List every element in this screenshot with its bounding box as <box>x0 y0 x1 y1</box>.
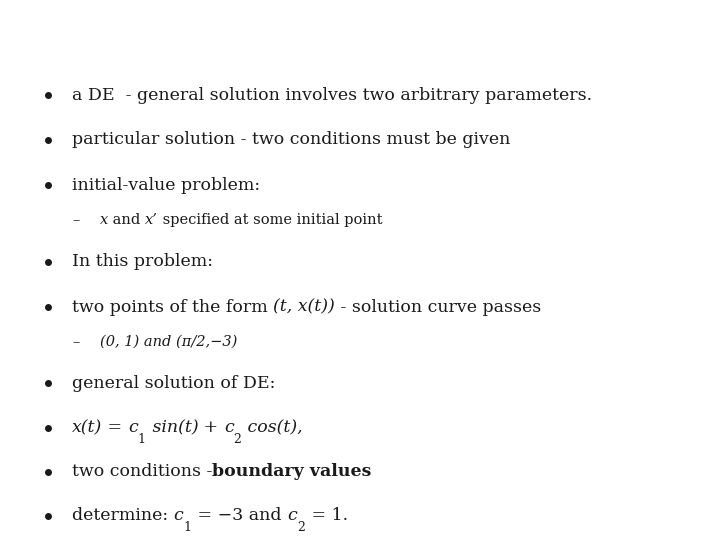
Text: In this problem:: In this problem: <box>72 253 213 271</box>
Text: - solution curve passes: - solution curve passes <box>335 299 541 315</box>
Text: two points of the form: two points of the form <box>72 299 274 315</box>
Text: 1: 1 <box>184 521 192 534</box>
Text: c: c <box>128 420 138 436</box>
Text: sin(t): sin(t) <box>147 420 198 436</box>
Text: =: = <box>102 420 128 436</box>
Text: 2: 2 <box>297 521 305 534</box>
Text: boundary values: boundary values <box>212 463 372 481</box>
Text: c: c <box>224 420 233 436</box>
Text: 2: 2 <box>233 433 241 446</box>
Text: determine:: determine: <box>72 508 174 524</box>
Text: c: c <box>174 508 184 524</box>
Text: –: – <box>72 335 79 349</box>
Text: x: x <box>100 213 108 227</box>
Text: and: and <box>108 213 145 227</box>
Text: initial-value problem:: initial-value problem: <box>72 177 260 193</box>
Text: two conditions -: two conditions - <box>72 463 212 481</box>
Text: cos(t),: cos(t), <box>243 420 303 436</box>
Text: = −3 and: = −3 and <box>192 508 287 524</box>
Text: +: + <box>198 420 224 436</box>
Text: x’: x’ <box>145 213 158 227</box>
Text: 1: 1 <box>138 433 145 446</box>
Text: –: – <box>72 213 79 227</box>
Text: specified at some initial point: specified at some initial point <box>158 213 382 227</box>
Text: general solution of DE:: general solution of DE: <box>72 375 275 392</box>
Text: particular solution - two conditions must be given: particular solution - two conditions mus… <box>72 132 510 148</box>
Text: c: c <box>287 508 297 524</box>
Text: x(t): x(t) <box>72 420 102 436</box>
Text: a DE  - general solution involves two arbitrary parameters.: a DE - general solution involves two arb… <box>72 86 592 104</box>
Text: (0, 1) and (π/2,−3): (0, 1) and (π/2,−3) <box>100 335 238 349</box>
Text: (t, x(t)): (t, x(t)) <box>274 299 335 315</box>
Text: = 1.: = 1. <box>306 508 348 524</box>
